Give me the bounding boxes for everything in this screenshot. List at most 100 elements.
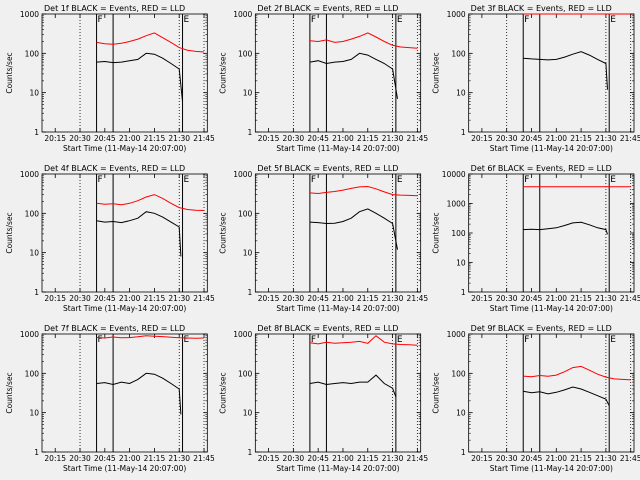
- y-axis-label: Counts/sec: [5, 212, 14, 253]
- y-tick-label: 1: [461, 288, 466, 297]
- x-tick-label: 21:30: [168, 134, 190, 143]
- x-axis-label: Start Time (11-May-14 20:07:00): [276, 144, 399, 153]
- y-tick-label: 10: [29, 409, 39, 418]
- x-tick-label: 21:45: [407, 134, 429, 143]
- panel-9: Det 9f BLACK = Events, RED = LLD 1 10 100 10…: [432, 324, 640, 473]
- marker-label: E: [610, 15, 616, 25]
- panel-3: Det 3f BLACK = Events, RED = LLD 1 10 100 10…: [432, 4, 640, 153]
- x-axis-label: Start Time (11-May-14 20:07:00): [63, 144, 186, 153]
- series-line-2: [96, 335, 205, 339]
- x-tick-label: 20:30: [69, 294, 91, 303]
- y-tick-label: 100: [451, 369, 466, 378]
- y-axis-label: Counts/sec: [5, 52, 14, 93]
- marker-label: F: [98, 175, 103, 185]
- x-axis-label: Start Time (11-May-14 20:07:00): [276, 464, 399, 473]
- x-tick-label: 21:30: [382, 134, 404, 143]
- x-tick-label: 21:00: [332, 134, 354, 143]
- x-tick-label: 20:45: [94, 294, 116, 303]
- x-tick-label: 21:00: [545, 294, 567, 303]
- x-tick-label: 20:45: [521, 294, 543, 303]
- y-axis-label: Counts/sec: [432, 372, 441, 413]
- x-tick-label: 20:45: [521, 454, 543, 463]
- x-tick-label: 21:15: [570, 134, 592, 143]
- x-tick-label: 20:15: [258, 294, 280, 303]
- x-tick-label: 20:30: [283, 454, 305, 463]
- panel-title: Det 6f BLACK = Events, RED = LLD: [471, 164, 612, 173]
- x-tick-label: 20:15: [471, 294, 493, 303]
- plot-frame: [41, 333, 208, 453]
- x-tick-label: 20:45: [94, 454, 116, 463]
- x-tick-label: 21:15: [570, 294, 592, 303]
- y-tick-label: 1: [248, 288, 253, 297]
- y-tick-label: 100: [451, 229, 466, 238]
- y-axis-label: Counts/sec: [432, 52, 441, 93]
- panel-7: Det 7f BLACK = Events, RED = LLD 1 10 100 10…: [5, 324, 215, 473]
- panel-6: Det 6f BLACK = Events, RED = LLD 1 10 100 10…: [432, 164, 640, 313]
- y-axis-label: Counts/sec: [218, 212, 227, 253]
- y-axis-label: Counts/sec: [218, 52, 227, 93]
- marker-label: E: [184, 335, 190, 345]
- panel-5: Det 5f BLACK = Events, RED = LLD 1 10 100 10…: [218, 164, 428, 313]
- marker-label: E: [397, 175, 403, 185]
- x-tick-label: 21:30: [168, 454, 190, 463]
- series-line-1: [309, 208, 398, 250]
- x-tick-label: 20:15: [258, 134, 280, 143]
- y-tick-label: 100: [25, 209, 40, 218]
- x-tick-label: 20:45: [307, 294, 329, 303]
- x-tick-label: 21:00: [545, 134, 567, 143]
- panel-4: Det 4f BLACK = Events, RED = LLD 1 10 100 10…: [5, 164, 215, 313]
- x-tick-label: 20:15: [258, 454, 280, 463]
- marker-label: F: [311, 335, 316, 345]
- panel-title: Det 3f BLACK = Events, RED = LLD: [471, 4, 612, 13]
- y-tick-label: 1: [34, 288, 39, 297]
- marker-label: F: [98, 15, 103, 25]
- marker-label: F: [524, 335, 529, 345]
- series-line-1: [96, 52, 183, 102]
- y-tick-label: 100: [451, 49, 466, 58]
- x-tick-label: 20:45: [307, 134, 329, 143]
- x-tick-label: 21:45: [407, 454, 429, 463]
- x-tick-label: 21:15: [357, 294, 379, 303]
- series-line-2: [309, 185, 418, 197]
- panel-8: Det 8f BLACK = Events, RED = LLD 1 10 100 10…: [218, 324, 428, 473]
- x-tick-label: 21:15: [357, 134, 379, 143]
- y-axis-label: Counts/sec: [432, 212, 441, 253]
- x-tick-label: 21:00: [332, 294, 354, 303]
- marker-label: E: [610, 175, 616, 185]
- y-tick-label: 10: [456, 89, 466, 98]
- x-tick-label: 21:00: [119, 294, 141, 303]
- y-tick-label: 1: [34, 448, 39, 457]
- marker-label: F: [524, 175, 529, 185]
- y-tick-label: 100: [25, 49, 40, 58]
- x-tick-label: 20:30: [69, 134, 91, 143]
- series-line-1: [96, 211, 182, 257]
- x-tick-label: 21:30: [382, 294, 404, 303]
- x-tick-label: 20:15: [44, 294, 66, 303]
- y-tick-label: 10: [29, 249, 39, 258]
- panel-title: Det 9f BLACK = Events, RED = LLD: [471, 324, 612, 333]
- plot-frame: [254, 333, 422, 453]
- marker-label: E: [397, 15, 403, 25]
- plot-frame: [41, 13, 208, 133]
- panel-1: Det 1f BLACK = Events, RED = LLD 1 10 100 10…: [5, 4, 215, 153]
- y-tick-label: 1000: [20, 330, 39, 339]
- plot-frame: [41, 173, 208, 293]
- x-axis-label: Start Time (11-May-14 20:07:00): [63, 304, 186, 313]
- series-line-1: [96, 372, 182, 415]
- x-tick-label: 21:45: [620, 294, 640, 303]
- x-tick-label: 21:45: [193, 134, 215, 143]
- y-tick-label: 10: [243, 249, 253, 258]
- plot-frame: [254, 13, 422, 133]
- panel-title: Det 2f BLACK = Events, RED = LLD: [257, 4, 398, 13]
- x-tick-label: 21:15: [357, 454, 379, 463]
- series-line-1: [309, 374, 397, 398]
- panel-title: Det 1f BLACK = Events, RED = LLD: [44, 4, 185, 13]
- x-tick-label: 21:15: [144, 454, 166, 463]
- x-tick-label: 20:30: [283, 134, 305, 143]
- y-axis-label: Counts/sec: [218, 372, 227, 413]
- y-tick-label: 100: [25, 369, 40, 378]
- y-tick-label: 1000: [447, 200, 466, 209]
- x-tick-label: 21:30: [168, 294, 190, 303]
- y-tick-label: 1: [461, 448, 466, 457]
- x-tick-label: 20:15: [471, 454, 493, 463]
